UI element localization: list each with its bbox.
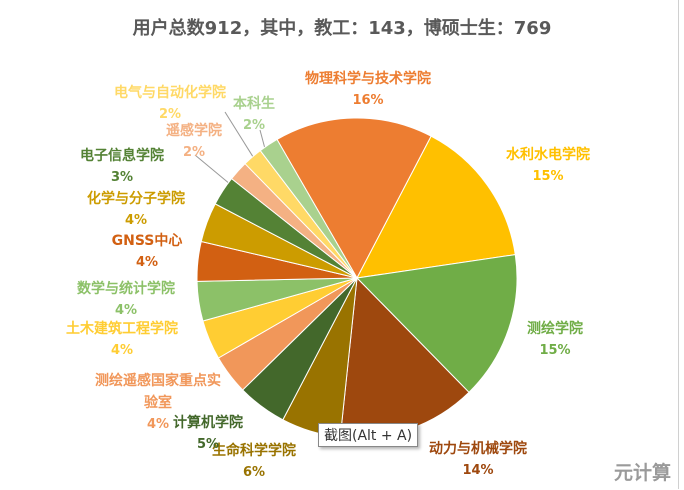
slice-name: 土木建筑工程学院 [66, 321, 178, 337]
data-label: 计算机学院 5% [173, 412, 243, 456]
slice-name: 电气与自动化学院 [114, 85, 226, 101]
slice-percent: 14% [462, 463, 494, 478]
data-label: GNSS中心 4% [112, 230, 183, 274]
slice-name: 计算机学院 [173, 415, 243, 431]
pie-slice-0 [276, 117, 432, 280]
slice-name: 物理科学与技术学院 [305, 71, 431, 87]
slice-name: 遥感学院 [166, 123, 222, 139]
pie-slice-1 [356, 135, 516, 279]
slice-name: 电子信息学院 [80, 148, 164, 164]
data-label: 测绘学院 15% [527, 318, 583, 362]
slice-percent: 4% [114, 303, 138, 318]
data-label: 本科生 2% [233, 93, 275, 137]
slice-name: 本科生 [233, 96, 275, 112]
slice-name: GNSS中心 [111, 233, 183, 249]
data-label: 测绘遥感国家重点实验室 4% [93, 370, 223, 436]
pie-slice-14 [259, 138, 358, 279]
slice-percent: 3% [110, 170, 134, 185]
slice-name: 水利水电学院 [506, 147, 590, 163]
slice-name: 生命科学学院 [212, 443, 296, 459]
data-label: 电气与自动化学院 2% [114, 82, 226, 126]
slice-name: 化学与分子学院 [87, 191, 185, 207]
slice-percent: 4% [146, 417, 170, 432]
slice-percent: 16% [352, 93, 384, 108]
data-label: 动力与机械学院 14% [429, 438, 527, 482]
slice-percent: 2% [158, 107, 182, 122]
slice-percent: 4% [124, 213, 148, 228]
slice-name: 动力与机械学院 [429, 441, 527, 457]
slice-percent: 4% [110, 343, 134, 358]
pie-slice-2 [355, 254, 518, 394]
slice-percent: 2% [242, 118, 266, 133]
data-label: 水利水电学院 15% [506, 144, 590, 188]
slice-percent: 6% [242, 465, 266, 480]
data-label: 遥感学院 2% [166, 120, 222, 164]
slice-name: 测绘学院 [527, 321, 583, 337]
chart-title: 用户总数912，其中，教工：143，博硕士生：769 [132, 18, 552, 39]
slice-percent: 15% [532, 169, 564, 184]
data-label: 生命科学学院 6% [212, 440, 296, 484]
slice-percent: 15% [539, 343, 571, 358]
slice-percent: 5% [196, 437, 220, 452]
data-label: 电子信息学院 3% [80, 145, 164, 189]
slice-name: 测绘遥感国家重点实验室 [95, 373, 221, 411]
data-label: 物理科学与技术学院 16% [305, 68, 431, 112]
slice-name: 数学与统计学院 [77, 281, 175, 297]
watermark: 元计算 [614, 462, 672, 484]
slice-percent: 4% [135, 255, 159, 270]
slice-percent: 2% [182, 145, 206, 160]
data-label: 数学与统计学院 4% [77, 278, 175, 322]
data-label: 化学与分子学院 4% [87, 188, 185, 232]
screenshot-tooltip: 截图(Alt + A) [318, 423, 419, 447]
data-label: 土木建筑工程学院 4% [59, 318, 185, 362]
